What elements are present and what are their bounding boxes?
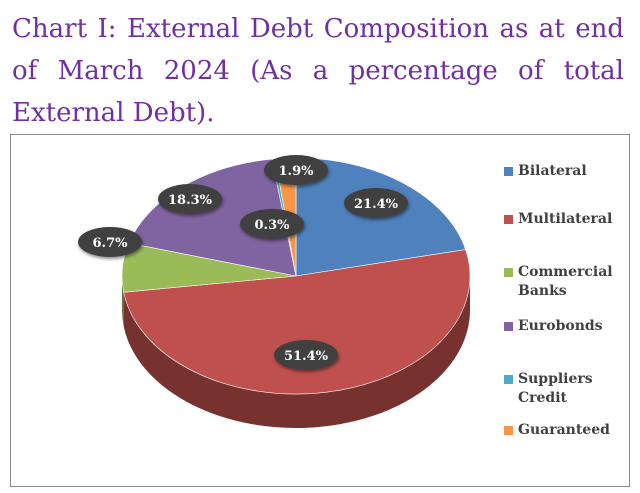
data-label-text: 51.4% [284, 349, 329, 364]
data-label-guaranteed: 1.9% [264, 155, 328, 185]
data-label-text: 6.7% [93, 236, 129, 251]
legend-swatch [504, 426, 513, 435]
legend-item-guaranteed: Guaranteed [504, 421, 610, 440]
legend-label: Multilateral [518, 211, 613, 227]
data-label-eurobonds: 18.3% [158, 184, 222, 214]
legend-swatch [504, 268, 513, 277]
data-label-text: 1.9% [279, 164, 315, 179]
legend-swatch [504, 167, 513, 176]
legend: Bilateral Multilateral Commercial Banks … [504, 150, 630, 450]
data-label-bubble [158, 184, 222, 214]
data-label-bubble [344, 188, 408, 218]
data-label-text: 0.3% [255, 218, 291, 233]
legend-item-multilateral: Multilateral [504, 210, 612, 229]
legend-label: Guaranteed [518, 422, 610, 438]
data-label-bubble [240, 209, 304, 239]
data-label-bilateral: 21.4% [344, 188, 408, 218]
pie-slice-multilateral [123, 249, 471, 395]
legend-label: Suppliers Credit [518, 371, 593, 406]
legend-item-eurobonds: Eurobonds [504, 317, 603, 336]
legend-item-commercial-banks: Commercial Banks [504, 263, 626, 301]
data-label-commercial-banks: 6.7% [78, 227, 142, 257]
data-label-bubble [274, 340, 338, 370]
legend-label: Eurobonds [518, 318, 603, 334]
legend-label: Bilateral [518, 163, 587, 179]
legend-label: Commercial Banks [518, 264, 613, 299]
legend-swatch [504, 375, 513, 384]
data-label-text: 18.3% [168, 193, 213, 208]
data-label-text: 21.4% [354, 197, 399, 212]
data-label-bubble [264, 155, 328, 185]
legend-swatch [504, 215, 513, 224]
pie-side-multilateral [123, 276, 471, 428]
data-label-suppliers-credit: 0.3% [240, 209, 304, 239]
legend-item-bilateral: Bilateral [504, 162, 587, 181]
data-label-multilateral: 51.4% [274, 340, 338, 370]
legend-swatch [504, 322, 513, 331]
chart-title: Chart I: External Debt Composition as at… [12, 14, 624, 128]
pie-side-commercial-banks [122, 276, 124, 327]
legend-item-suppliers-credit: Suppliers Credit [504, 370, 608, 408]
data-label-bubble [78, 227, 142, 257]
